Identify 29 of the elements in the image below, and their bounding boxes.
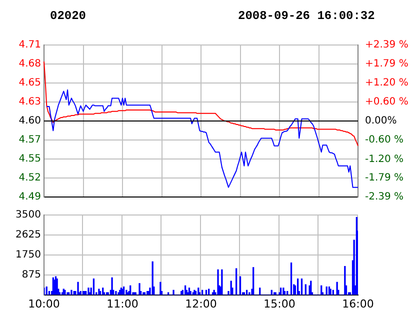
y2-tick-label: +0.60 % — [365, 96, 408, 108]
y2-tick-label: -2.39 % — [365, 192, 404, 203]
x-tick-label: 11:00 — [106, 297, 138, 310]
y2-tick-label: +1.20 % — [365, 77, 408, 88]
y2-tick-label: -1.79 % — [365, 172, 404, 184]
x-tick-label: 10:00 — [28, 297, 60, 310]
y-tick-label: 4.68 — [18, 58, 41, 70]
y2-tick-label: +2.39 % — [365, 40, 408, 51]
y-tick-label: 1750 — [16, 249, 41, 260]
y-tick-label: 4.63 — [18, 96, 41, 108]
y-tick-label: 875 — [22, 269, 41, 280]
y-tick-label: 4.52 — [18, 172, 41, 184]
y2-tick-label: +1.79 % — [365, 58, 408, 70]
y2-tick-label: 0.00% — [365, 116, 397, 127]
y-tick-label: 4.71 — [18, 40, 41, 51]
x-tick-label: 15:00 — [264, 297, 296, 310]
chart-title: 02020 — [50, 9, 86, 23]
y-tick-label: 4.60 — [18, 116, 41, 127]
y-tick-label: 2625 — [16, 230, 41, 241]
y-tick-label: 4.65 — [18, 78, 41, 89]
x-tick-label: 16:00 — [342, 297, 374, 310]
y2-tick-label: -0.60 % — [365, 134, 404, 146]
y-tick-label: 3500 — [16, 210, 41, 221]
y-tick-label: 4.55 — [18, 154, 41, 165]
chart-subtitle: 2008-09-26 16:00:32 — [238, 9, 375, 23]
y-tick-label: 4.49 — [18, 192, 41, 203]
y2-tick-label: -1.20 % — [365, 154, 404, 165]
y-tick-label: 4.57 — [18, 134, 41, 146]
x-tick-label: 12:00 — [185, 297, 217, 310]
